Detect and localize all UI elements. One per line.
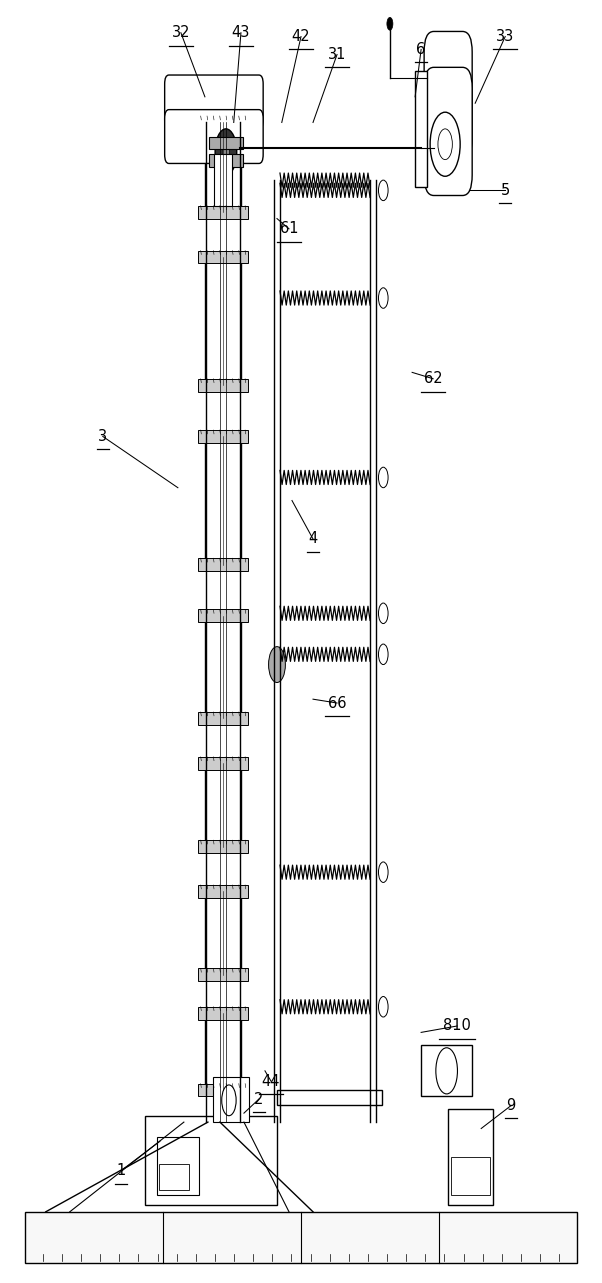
Bar: [198, 205, 247, 218]
Bar: [198, 840, 247, 853]
Text: 4: 4: [308, 531, 318, 547]
Circle shape: [268, 647, 285, 683]
FancyBboxPatch shape: [165, 109, 263, 163]
Text: 33: 33: [496, 30, 514, 44]
Bar: [213, 1078, 249, 1123]
FancyBboxPatch shape: [165, 74, 263, 128]
Bar: [198, 1007, 247, 1020]
Bar: [145, 1116, 277, 1206]
FancyBboxPatch shape: [424, 67, 472, 195]
Bar: [157, 1138, 199, 1196]
Text: 810: 810: [443, 1019, 471, 1034]
Bar: [198, 250, 247, 263]
Bar: [198, 430, 247, 443]
Bar: [205, 436, 241, 565]
Bar: [25, 1212, 577, 1262]
Text: 1: 1: [116, 1164, 125, 1178]
Text: 9: 9: [507, 1098, 516, 1112]
Bar: [198, 1084, 247, 1097]
Bar: [421, 1046, 472, 1097]
FancyBboxPatch shape: [424, 32, 472, 159]
Circle shape: [387, 18, 393, 31]
Text: 31: 31: [328, 47, 346, 62]
Bar: [205, 257, 241, 385]
Text: 62: 62: [424, 371, 442, 386]
Bar: [159, 1165, 188, 1191]
Bar: [415, 71, 427, 186]
Bar: [448, 1110, 493, 1206]
Bar: [198, 969, 247, 981]
Bar: [198, 712, 247, 725]
Bar: [209, 136, 243, 149]
Text: 5: 5: [501, 183, 510, 198]
Text: 44: 44: [262, 1074, 280, 1088]
Circle shape: [222, 144, 229, 159]
Text: 43: 43: [232, 26, 250, 40]
Bar: [277, 1091, 382, 1106]
Bar: [198, 378, 247, 391]
Text: 61: 61: [280, 222, 298, 236]
Text: 3: 3: [98, 429, 107, 444]
Bar: [451, 1157, 490, 1196]
Bar: [198, 885, 247, 898]
Bar: [214, 154, 232, 205]
Bar: [205, 122, 241, 212]
Bar: [205, 892, 241, 975]
Bar: [209, 154, 243, 167]
Bar: [205, 616, 241, 718]
Circle shape: [215, 128, 237, 174]
Text: 42: 42: [292, 30, 310, 44]
Bar: [205, 1014, 241, 1091]
Bar: [198, 757, 247, 770]
Text: 66: 66: [327, 695, 346, 711]
Bar: [198, 609, 247, 622]
Text: 32: 32: [172, 26, 190, 40]
Bar: [198, 115, 247, 128]
Bar: [205, 763, 241, 847]
Text: 6: 6: [417, 42, 426, 56]
Text: 2: 2: [254, 1092, 264, 1106]
Bar: [198, 558, 247, 571]
